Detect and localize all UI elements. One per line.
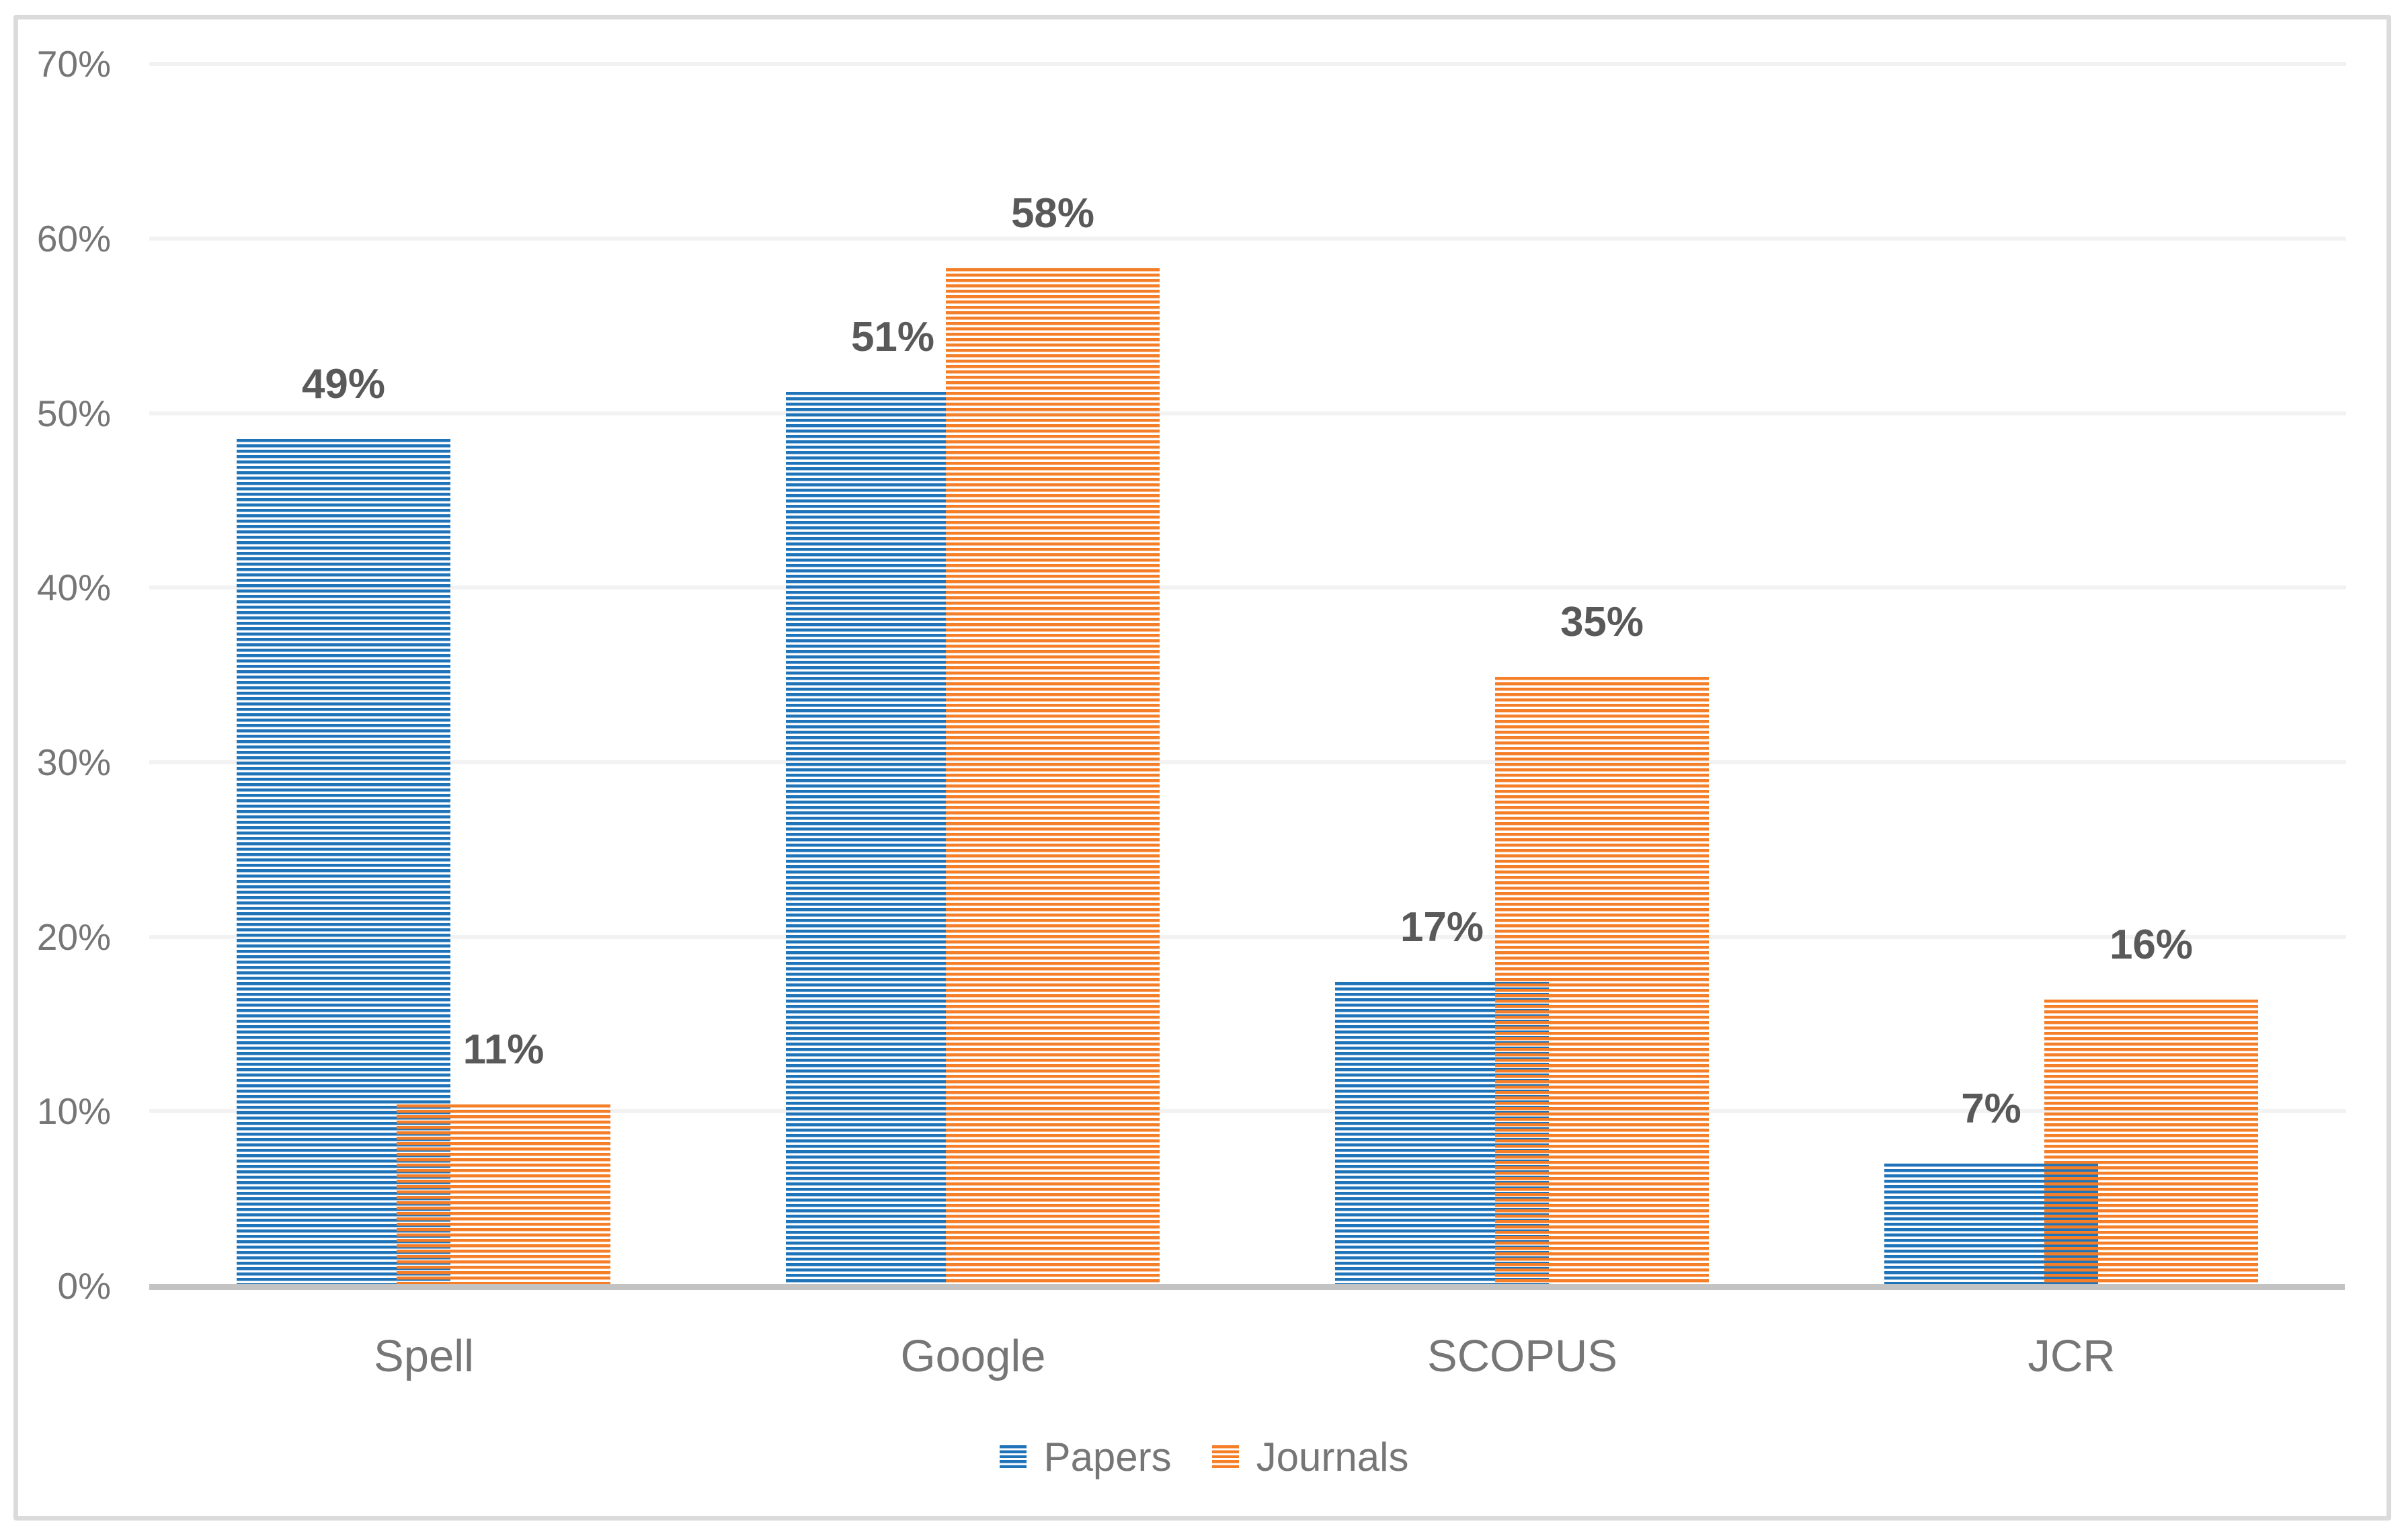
legend-swatch-papers-icon bbox=[999, 1445, 1027, 1470]
x-axis-line bbox=[149, 1284, 2345, 1290]
data-label-journals-google: 58% bbox=[1010, 190, 1095, 237]
data-label-journals-spell: 11% bbox=[463, 1026, 545, 1073]
gridline-10% bbox=[149, 1109, 2346, 1114]
legend-label-papers: Papers bbox=[1043, 1434, 1172, 1480]
data-label-papers-google: 51% bbox=[850, 314, 935, 361]
legend-label-journals: Journals bbox=[1256, 1434, 1409, 1480]
data-label-journals-scopus: 35% bbox=[1560, 598, 1644, 645]
y-tick-label-50%: 50% bbox=[36, 392, 111, 434]
legend-item-papers: Papers bbox=[999, 1433, 1172, 1482]
bar-journals-jcr bbox=[2044, 1000, 2258, 1284]
category-label-google: Google bbox=[900, 1331, 1046, 1381]
data-label-papers-jcr: 7% bbox=[1961, 1086, 2021, 1133]
gridline-70% bbox=[149, 62, 2346, 67]
y-tick-label-40%: 40% bbox=[36, 567, 111, 609]
data-label-papers-spell: 49% bbox=[301, 361, 386, 408]
bar-journals-spell bbox=[397, 1104, 610, 1284]
y-tick-label-30%: 30% bbox=[36, 741, 111, 783]
bar-journals-scopus bbox=[1495, 676, 1709, 1284]
gridline-60% bbox=[149, 236, 2346, 241]
gridline-20% bbox=[149, 934, 2346, 939]
y-tick-label-10%: 10% bbox=[36, 1090, 111, 1133]
data-label-journals-jcr: 16% bbox=[2109, 922, 2194, 969]
bar-journals-google bbox=[946, 268, 1160, 1284]
category-label-spell: Spell bbox=[374, 1331, 474, 1381]
legend-swatch-journals-icon bbox=[1211, 1445, 1239, 1470]
gridline-50% bbox=[149, 411, 2346, 415]
y-tick-label-20%: 20% bbox=[36, 916, 111, 958]
data-label-papers-scopus: 17% bbox=[1400, 904, 1484, 951]
y-tick-label-70%: 70% bbox=[36, 43, 111, 85]
y-tick-label-60%: 60% bbox=[36, 217, 111, 259]
gridline-40% bbox=[149, 585, 2346, 590]
y-tick-label-0%: 0% bbox=[57, 1265, 112, 1307]
legend: Papers Journals bbox=[0, 1430, 2408, 1484]
category-label-jcr: JCR bbox=[2028, 1331, 2116, 1381]
gridline-30% bbox=[149, 760, 2346, 764]
legend-item-journals: Journals bbox=[1211, 1433, 1409, 1482]
category-label-scopus: SCOPUS bbox=[1427, 1331, 1617, 1381]
